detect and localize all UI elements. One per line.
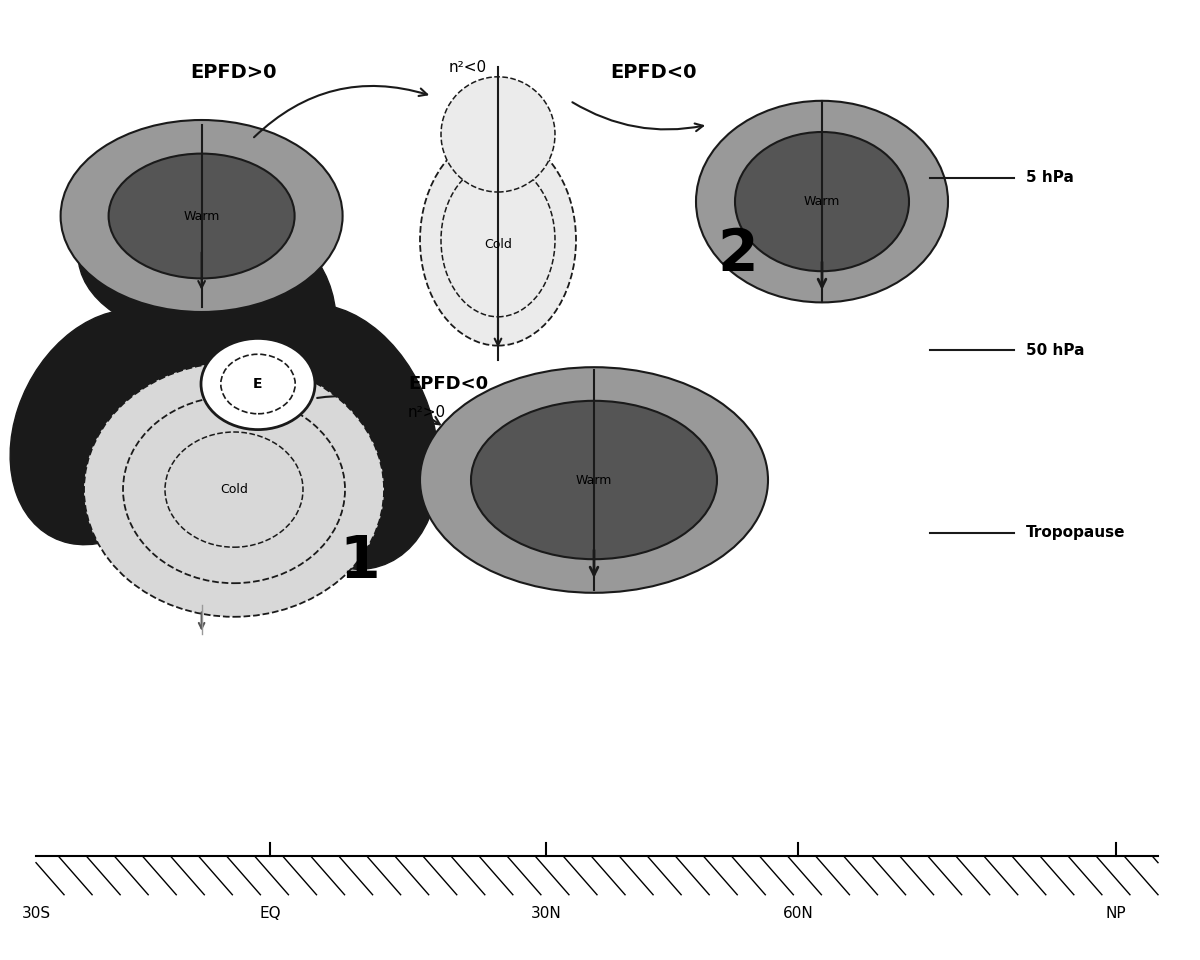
Text: Tropopause: Tropopause — [1026, 525, 1126, 540]
Text: E: E — [253, 377, 263, 391]
Text: n²<0: n²<0 — [449, 60, 487, 75]
Ellipse shape — [470, 401, 718, 559]
Ellipse shape — [78, 173, 318, 336]
Ellipse shape — [84, 307, 372, 499]
Text: 50 hPa: 50 hPa — [1026, 343, 1085, 358]
Text: Warm: Warm — [184, 209, 220, 223]
Ellipse shape — [109, 154, 295, 278]
FancyArrowPatch shape — [254, 86, 427, 137]
Text: Warm: Warm — [804, 195, 840, 208]
Text: 2: 2 — [718, 226, 758, 283]
Text: EPFD<0: EPFD<0 — [408, 375, 488, 393]
Text: EQ: EQ — [259, 906, 281, 922]
Ellipse shape — [166, 432, 302, 547]
Ellipse shape — [442, 77, 554, 192]
Text: Warm: Warm — [576, 473, 612, 487]
Text: Cold: Cold — [220, 483, 248, 496]
Ellipse shape — [420, 134, 576, 346]
Text: EPFD<0: EPFD<0 — [611, 62, 697, 82]
Text: 5 hPa: 5 hPa — [1026, 170, 1074, 185]
Text: 1: 1 — [340, 533, 380, 590]
Ellipse shape — [221, 354, 295, 414]
Ellipse shape — [202, 339, 314, 430]
Ellipse shape — [420, 368, 768, 592]
Text: NP: NP — [1105, 906, 1127, 922]
Ellipse shape — [132, 216, 336, 427]
Text: 30N: 30N — [530, 906, 562, 922]
Text: 30S: 30S — [22, 906, 50, 922]
Ellipse shape — [734, 132, 910, 271]
Ellipse shape — [10, 310, 206, 544]
Ellipse shape — [233, 304, 439, 569]
Text: EPFD>0: EPFD>0 — [191, 62, 277, 82]
Text: 60N: 60N — [782, 906, 814, 922]
Ellipse shape — [696, 101, 948, 302]
Text: n²>0: n²>0 — [408, 405, 446, 420]
Ellipse shape — [84, 362, 384, 617]
FancyArrowPatch shape — [317, 396, 439, 424]
FancyArrowPatch shape — [572, 103, 703, 132]
Ellipse shape — [442, 163, 554, 317]
Ellipse shape — [61, 120, 343, 312]
Text: Cold: Cold — [484, 238, 512, 252]
Ellipse shape — [124, 396, 346, 584]
